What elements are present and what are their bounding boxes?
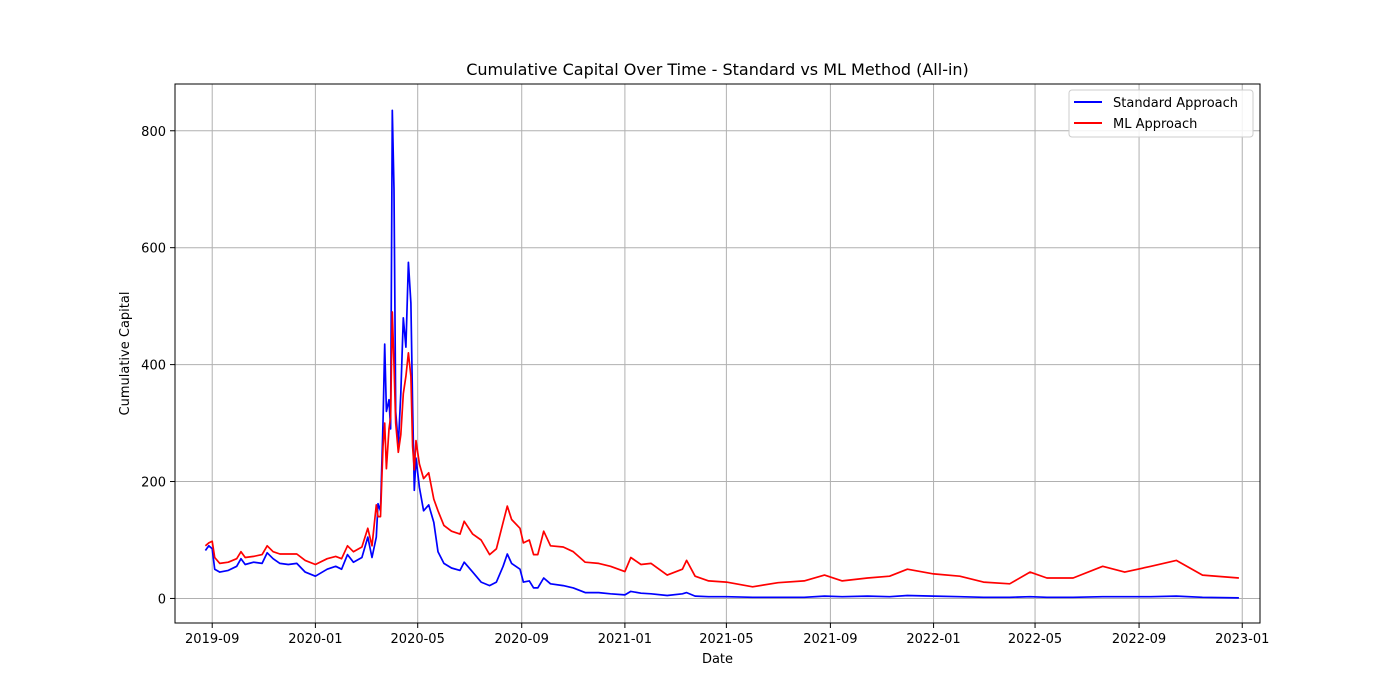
x-tick-label: 2020-09: [495, 632, 549, 647]
x-tick-label: 2021-05: [699, 632, 753, 647]
y-tick-label: 600: [141, 242, 166, 257]
x-tick-label: 2020-05: [391, 632, 445, 647]
chart-title: Cumulative Capital Over Time - Standard …: [466, 60, 969, 79]
plot-frame: [174, 83, 1261, 624]
series-layer: [204, 109, 1239, 599]
y-axis-label: Cumulative Capital: [118, 292, 133, 416]
x-tick-label: 2022-09: [1112, 632, 1166, 647]
series-line-ml-approach: [204, 311, 1239, 588]
series-line-standard-approach: [204, 109, 1239, 599]
axes: 2019-09 2020-01 2020-05 2020-09 2021-01 2021-…: [141, 125, 1269, 647]
y-tick-label: 0: [158, 592, 166, 607]
y-tick-label: 400: [141, 359, 166, 374]
x-tick-label: 2022-01: [906, 632, 960, 647]
legend-label-standard-approach: Standard Approach: [1113, 96, 1238, 111]
x-tick-label: 2020-01: [288, 632, 342, 647]
x-tick-label: 2023-01: [1215, 632, 1269, 647]
x-tick-label: 2022-05: [1008, 632, 1062, 647]
y-tick-label: 200: [141, 476, 166, 491]
x-tick-label: 2021-09: [803, 632, 857, 647]
legend-box: [1068, 89, 1254, 138]
x-axis-label: Date: [702, 652, 733, 667]
legend-label-ml-approach: ML Approach: [1113, 117, 1197, 132]
grid: [175, 84, 1260, 623]
x-tick-label: 2021-01: [598, 632, 652, 647]
x-tick-label: 2019-09: [185, 632, 239, 647]
y-tick-label: 800: [141, 125, 166, 140]
legend: Standard Approach ML Approach: [1068, 89, 1254, 138]
